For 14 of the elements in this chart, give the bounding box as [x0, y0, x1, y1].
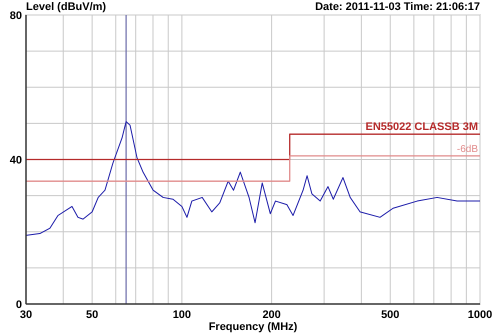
- x-tick-label: 30: [20, 309, 32, 321]
- x-axis-title: Frequency (MHz): [208, 321, 298, 333]
- x-tick-label: 1000: [468, 309, 492, 321]
- series-label: -6dB: [456, 144, 478, 155]
- y-tick-label: 0: [16, 299, 22, 311]
- x-tick-label: 500: [381, 309, 400, 321]
- y-axis-title: Level (dBuV/m): [26, 1, 106, 13]
- x-tick-label: 200: [262, 309, 281, 321]
- text: Date: 2011-11-03 Time: 21:06:17: [315, 1, 480, 13]
- x-tick-label: 100: [172, 309, 192, 321]
- y-tick-label: 40: [10, 154, 22, 166]
- series-label: EN55022 CLASSB 3M: [366, 121, 478, 134]
- x-tick-label: 50: [86, 309, 98, 321]
- y-tick-label: 80: [10, 10, 22, 22]
